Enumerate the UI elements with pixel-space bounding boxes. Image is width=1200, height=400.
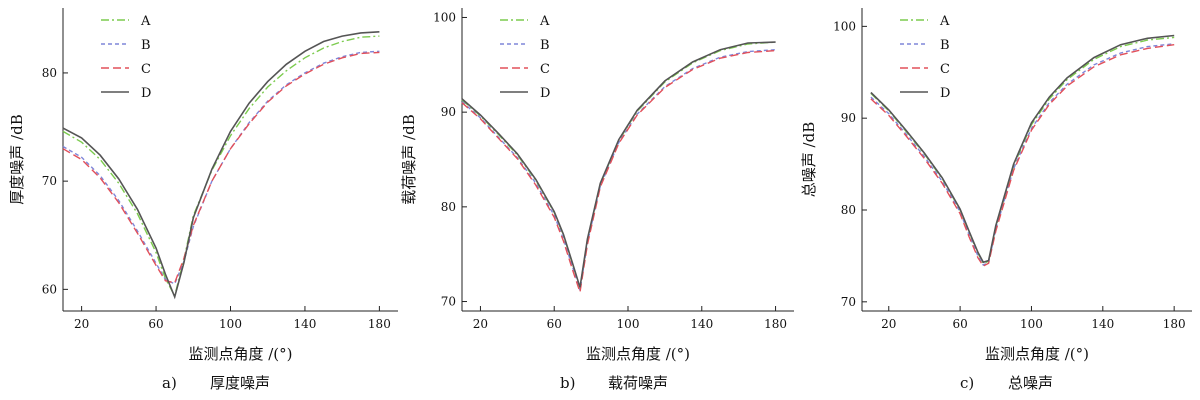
legend-label-B: B <box>141 38 151 53</box>
x-tick-label: 20 <box>473 317 488 331</box>
x-tick-label: 140 <box>690 317 713 331</box>
caption-title: 载荷噪声 <box>608 374 668 392</box>
x-tick-label: 60 <box>952 317 967 331</box>
series-line-A <box>461 41 776 289</box>
y-tick-label: 70 <box>42 174 57 188</box>
legend-label-A: A <box>939 14 950 29</box>
series-line-C <box>870 44 1175 267</box>
legend-label-D: D <box>141 86 151 101</box>
legend-label-C: C <box>141 62 151 77</box>
legend-label-A: A <box>140 14 151 29</box>
legend-label-B: B <box>940 38 950 53</box>
x-tick-label: 100 <box>219 317 242 331</box>
x-tick-label: 100 <box>1020 317 1043 331</box>
y-tick-label: 80 <box>841 203 856 217</box>
series-line-B <box>870 43 1175 267</box>
x-tick-label: 180 <box>368 317 391 331</box>
y-tick-label: 100 <box>433 10 456 24</box>
series-line-B <box>461 49 776 291</box>
caption-title: 总噪声 <box>1008 374 1053 392</box>
x-tick-label: 180 <box>764 317 787 331</box>
legend-label-C: C <box>940 62 950 77</box>
legend-label-A: A <box>539 14 550 29</box>
caption-letter: a) <box>162 374 177 392</box>
legend-label-C: C <box>540 62 550 77</box>
caption-letter: c) <box>960 374 974 392</box>
y-tick-label: 90 <box>841 111 856 125</box>
x-axis-label: 监测点角度 /(°) <box>985 345 1089 363</box>
caption-title: 厚度噪声 <box>210 374 270 392</box>
x-tick-label: 60 <box>547 317 562 331</box>
x-tick-label: 20 <box>881 317 896 331</box>
series-line-C <box>461 49 776 293</box>
legend-label-B: B <box>540 38 550 53</box>
series-line-C <box>62 51 380 284</box>
x-tick-label: 20 <box>74 317 89 331</box>
y-tick-label: 60 <box>42 282 57 296</box>
x-axis-label: 监测点角度 /(°) <box>586 345 690 363</box>
x-axis-label: 监测点角度 /(°) <box>188 345 292 363</box>
x-tick-label: 100 <box>617 317 640 331</box>
legend-label-D: D <box>940 86 950 101</box>
x-tick-label: 180 <box>1163 317 1186 331</box>
y-axis-label: 载荷噪声 /dB <box>400 114 418 204</box>
series-line-D <box>62 31 380 300</box>
y-tick-label: 80 <box>42 66 57 80</box>
legend-label-D: D <box>540 86 550 101</box>
caption-letter: b) <box>560 374 575 392</box>
x-tick-label: 140 <box>1091 317 1114 331</box>
y-tick-label: 70 <box>841 295 856 309</box>
x-tick-label: 140 <box>293 317 316 331</box>
y-axis-label: 总噪声 /dB <box>800 122 818 197</box>
y-axis-label: 厚度噪声 /dB <box>8 114 26 204</box>
series-line-D <box>870 34 1175 264</box>
series-line-D <box>461 41 776 288</box>
y-tick-label: 70 <box>441 295 456 309</box>
series-line-B <box>62 50 380 285</box>
y-tick-label: 80 <box>441 200 456 214</box>
x-tick-label: 60 <box>148 317 163 331</box>
y-tick-label: 90 <box>441 105 456 119</box>
y-tick-label: 100 <box>833 19 856 33</box>
